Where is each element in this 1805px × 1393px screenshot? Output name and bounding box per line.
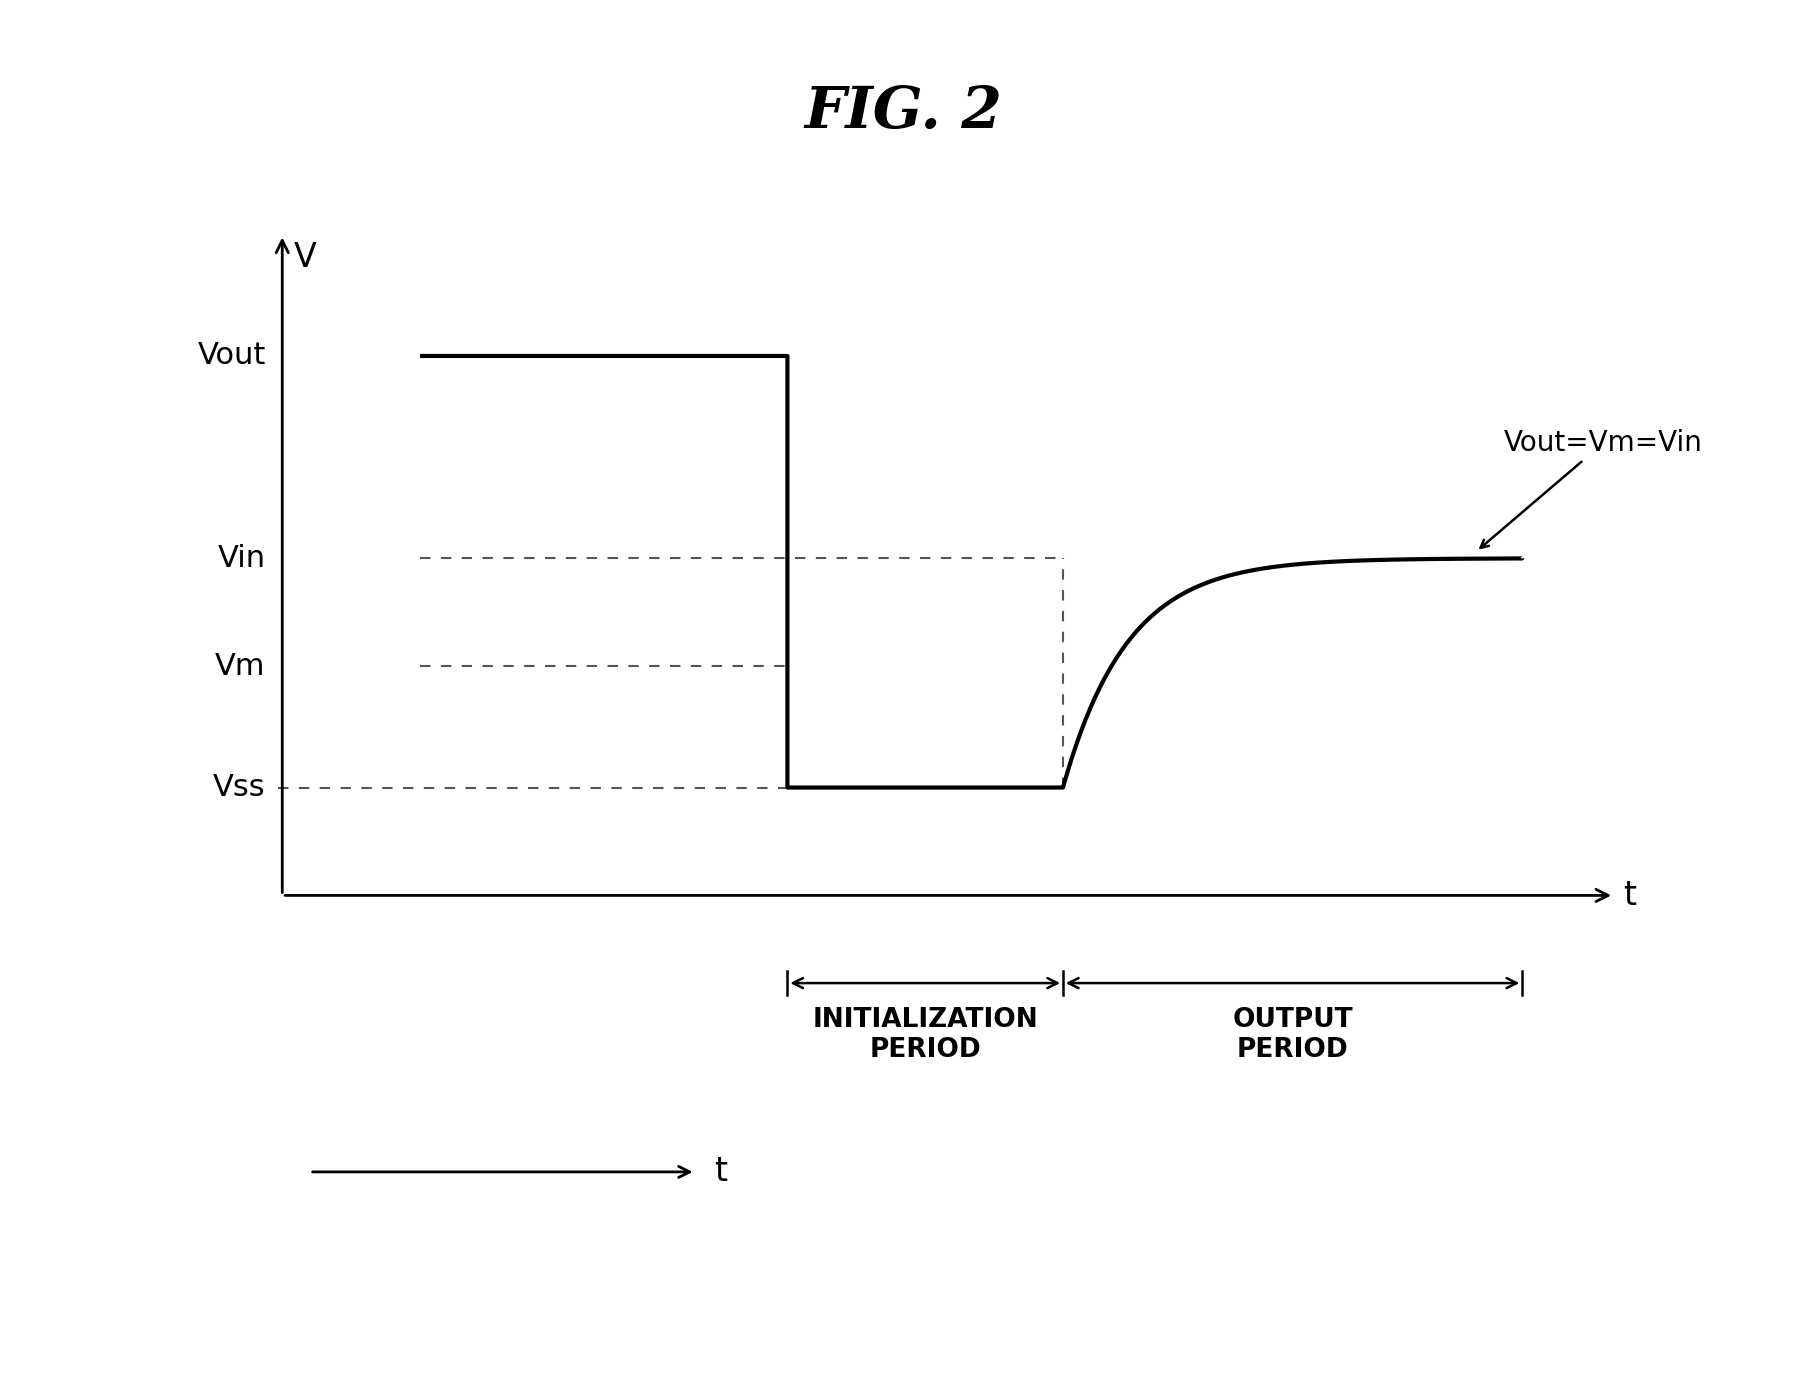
Text: Vm: Vm: [215, 652, 265, 681]
Text: INITIALIZATION
PERIOD: INITIALIZATION PERIOD: [812, 1007, 1038, 1063]
Text: t: t: [1623, 879, 1635, 912]
Text: Vin: Vin: [217, 543, 265, 573]
Text: Vss: Vss: [213, 773, 265, 802]
Text: Vout=Vm=Vin: Vout=Vm=Vin: [1480, 429, 1702, 547]
Text: FIG. 2: FIG. 2: [803, 84, 1002, 141]
Text: Vout: Vout: [197, 341, 265, 371]
Text: V: V: [292, 241, 316, 274]
Text: t: t: [713, 1155, 727, 1188]
Text: OUTPUT
PERIOD: OUTPUT PERIOD: [1231, 1007, 1352, 1063]
